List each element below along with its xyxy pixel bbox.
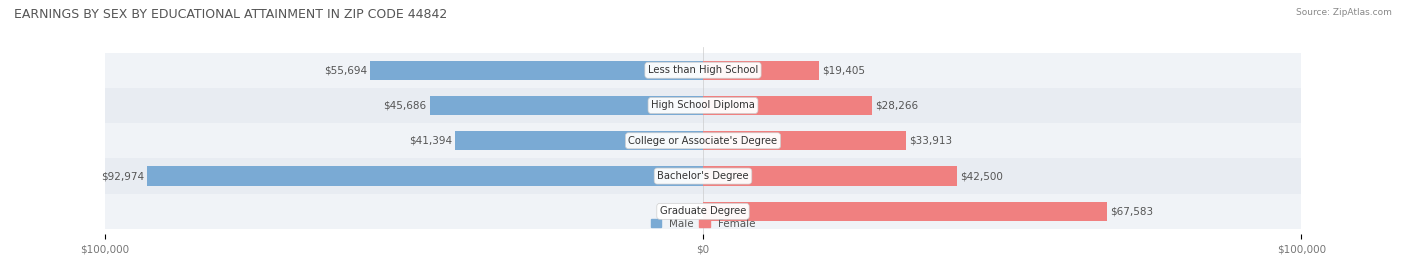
Text: $55,694: $55,694 — [323, 65, 367, 75]
Text: Less than High School: Less than High School — [648, 65, 758, 75]
Bar — [146, 166, 703, 186]
Text: $42,500: $42,500 — [960, 171, 1002, 181]
Bar — [104, 158, 1302, 194]
Text: $33,913: $33,913 — [908, 136, 952, 146]
Bar — [104, 88, 1302, 123]
Text: $28,266: $28,266 — [875, 101, 918, 111]
Bar — [370, 61, 703, 80]
Text: EARNINGS BY SEX BY EDUCATIONAL ATTAINMENT IN ZIP CODE 44842: EARNINGS BY SEX BY EDUCATIONAL ATTAINMEN… — [14, 8, 447, 21]
Text: Source: ZipAtlas.com: Source: ZipAtlas.com — [1296, 8, 1392, 17]
Text: $67,583: $67,583 — [1111, 206, 1153, 216]
Bar — [456, 131, 703, 150]
Text: Bachelor's Degree: Bachelor's Degree — [657, 171, 749, 181]
Bar — [703, 202, 1108, 221]
Text: $41,394: $41,394 — [409, 136, 453, 146]
Bar — [104, 52, 1302, 88]
Bar — [430, 96, 703, 115]
Text: $45,686: $45,686 — [384, 101, 426, 111]
Bar — [703, 131, 905, 150]
Bar — [104, 194, 1302, 229]
Bar — [703, 96, 872, 115]
Bar — [104, 123, 1302, 158]
Text: College or Associate's Degree: College or Associate's Degree — [628, 136, 778, 146]
Text: Graduate Degree: Graduate Degree — [659, 206, 747, 216]
Bar — [703, 61, 820, 80]
Legend: Male, Female: Male, Female — [647, 214, 759, 233]
Text: $92,974: $92,974 — [101, 171, 143, 181]
Text: $0: $0 — [688, 206, 700, 216]
Text: $19,405: $19,405 — [823, 65, 865, 75]
Bar — [703, 166, 957, 186]
Text: High School Diploma: High School Diploma — [651, 101, 755, 111]
